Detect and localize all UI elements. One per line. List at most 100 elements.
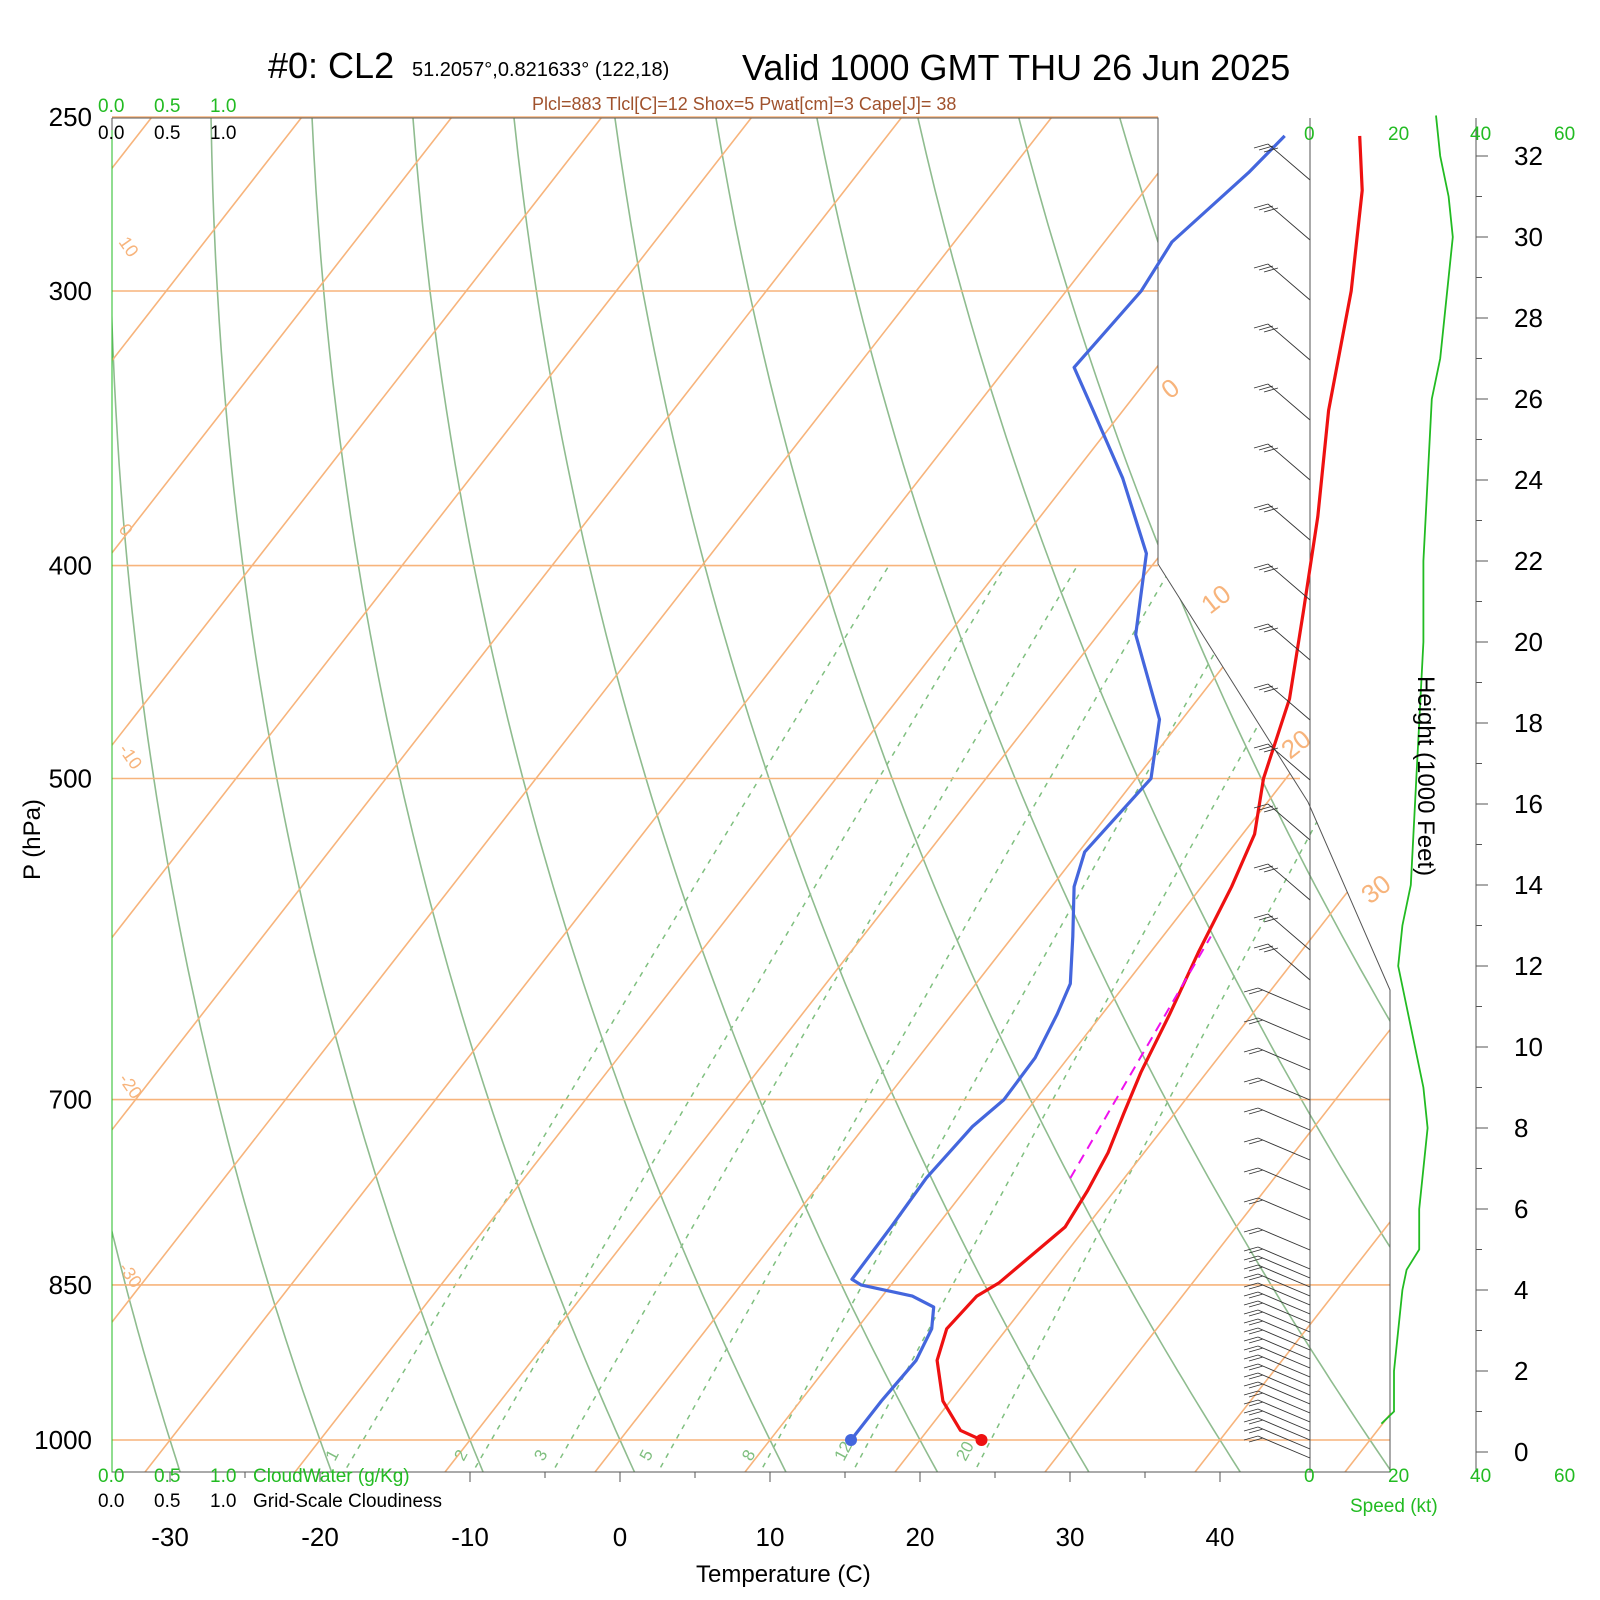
- barb-feather: [1263, 447, 1279, 453]
- dry-adiabats: [0, 78, 1390, 1487]
- pressure-tick-label: 500: [49, 764, 92, 794]
- cloudwater-label: CloudWater (g/Kg): [253, 1466, 410, 1487]
- wind-barb: [1243, 1417, 1311, 1441]
- isotherm-line: [433, 118, 1390, 1472]
- speed-tick-bottom: 60: [1554, 1466, 1575, 1487]
- cloudiness-tick-bottom: 0.5: [154, 1491, 180, 1512]
- isotherm-line: [112, 118, 998, 1472]
- barb-shaft: [1257, 1390, 1311, 1414]
- wind-speed-profile: [1380, 115, 1454, 1425]
- barb-feather: [1258, 945, 1274, 951]
- barb-shaft: [1257, 1246, 1311, 1270]
- barb-feather: [1253, 383, 1269, 389]
- barb-shaft: [1257, 1017, 1311, 1041]
- barb-shaft: [1257, 1255, 1311, 1279]
- barb-feather: [1243, 1336, 1259, 1342]
- barb-feather: [1258, 205, 1274, 211]
- wind-barb: [1243, 1300, 1311, 1324]
- barb-feather: [1243, 1137, 1259, 1143]
- barb-feather: [1253, 913, 1269, 919]
- barb-feather: [1263, 507, 1279, 513]
- height-axis-label: Height (1000 Feet): [1412, 676, 1439, 876]
- isotherm-line: [112, 118, 698, 1472]
- barb-shaft: [1257, 1227, 1311, 1251]
- barb-feather: [1253, 503, 1269, 509]
- barb-feather: [1253, 203, 1269, 209]
- axis-ticks: 0246810121416182022242628303200202040406…: [34, 96, 1575, 1552]
- cloudwater-tick-top: 0.0: [98, 96, 124, 117]
- x-tick-label: -20: [301, 1522, 339, 1552]
- barb-shaft: [1257, 1137, 1311, 1161]
- isotherm-line: [1033, 118, 1390, 1472]
- isotherm-label: 0: [1155, 372, 1185, 405]
- height-tick-label: 22: [1514, 546, 1543, 576]
- speed-tick-bottom: 0: [1304, 1466, 1315, 1487]
- barb-feather: [1243, 1227, 1259, 1233]
- barb-shaft: [1257, 1300, 1311, 1324]
- barb-shaft: [1257, 1345, 1311, 1369]
- mixing-ratio-line: [844, 565, 1348, 1472]
- barb-feather: [1243, 1408, 1259, 1414]
- barb-feather: [1253, 683, 1269, 689]
- barb-feather: [1258, 745, 1274, 751]
- barb-feather: [1248, 1199, 1264, 1205]
- barb-feather: [1243, 1426, 1259, 1432]
- mixing-ratio-line: [334, 565, 890, 1472]
- barb-feather: [1263, 867, 1279, 873]
- barb-feather: [1248, 1169, 1264, 1175]
- barb-feather: [1253, 143, 1269, 149]
- isotherms: [0, 0, 1390, 1487]
- barb-feather: [1248, 1266, 1264, 1272]
- barb-shaft: [1267, 143, 1311, 181]
- wind-barb: [1243, 1372, 1311, 1396]
- barb-feather: [1243, 1264, 1259, 1270]
- barb-feather: [1263, 207, 1279, 213]
- dry-adiabat-line: [0, 78, 33, 1487]
- height-tick-label: 24: [1514, 465, 1543, 495]
- isotherm-label: 30: [1355, 868, 1396, 909]
- wind-barb: [1243, 1309, 1311, 1333]
- wind-barb: [1243, 1137, 1311, 1161]
- wind-barb: [1243, 1273, 1311, 1297]
- height-tick-label: 26: [1514, 384, 1543, 414]
- cloudwater-tick-bottom: 1.0: [210, 1466, 236, 1487]
- wind-barb: [1243, 1077, 1311, 1101]
- pressure-tick-label: 700: [49, 1085, 92, 1115]
- sounding-traces: [845, 134, 1364, 1446]
- barb-feather: [1258, 625, 1274, 631]
- speed-tick-top: 20: [1388, 124, 1409, 145]
- barb-feather: [1248, 1229, 1264, 1235]
- barb-feather: [1258, 385, 1274, 391]
- wind-barb: [1243, 1107, 1311, 1131]
- isotherm-line: [112, 118, 1148, 1472]
- barb-feather: [1263, 627, 1279, 633]
- wind-barb: [1243, 1246, 1311, 1270]
- barb-feather: [1263, 147, 1279, 153]
- barb-shaft: [1257, 1107, 1311, 1131]
- barb-feather: [1248, 1374, 1264, 1380]
- wind-barb: [1253, 943, 1311, 981]
- barb-feather: [1248, 1356, 1264, 1362]
- mixing-ratio-label: 8: [738, 1447, 759, 1464]
- cloudwater-tick-top: 0.5: [154, 96, 180, 117]
- pressure-tick-label: 300: [49, 276, 92, 306]
- isotherm-line: [1333, 118, 1390, 1472]
- mixing-ratio-label: 1: [322, 1447, 343, 1464]
- barb-feather: [1253, 743, 1269, 749]
- isotherm-line: [883, 118, 1390, 1472]
- barb-feather: [1243, 1246, 1259, 1252]
- barb-shaft: [1257, 1047, 1311, 1071]
- isotherm-line: [0, 0, 97, 1487]
- barb-feather: [1253, 863, 1269, 869]
- run-label: #0: CL2: [268, 45, 394, 86]
- wind-barb: [1243, 987, 1311, 1011]
- series-parcel-line: [1069, 935, 1212, 1179]
- barb-shaft: [1257, 1417, 1311, 1441]
- wind-barb: [1253, 443, 1311, 481]
- isotherm-line: [133, 118, 1298, 1472]
- height-tick-label: 12: [1514, 951, 1543, 981]
- barb-feather: [1248, 1365, 1264, 1371]
- barb-shaft: [1267, 683, 1311, 721]
- barb-feather: [1263, 567, 1279, 573]
